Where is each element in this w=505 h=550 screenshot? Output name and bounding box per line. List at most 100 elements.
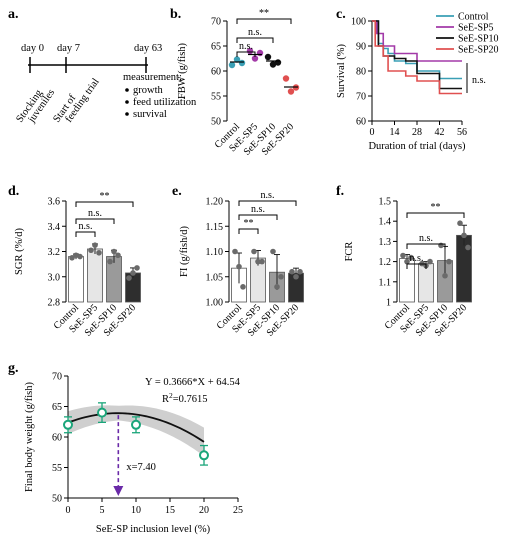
data-point (238, 59, 246, 67)
significance-label: n.s. (251, 204, 265, 215)
data-point (270, 248, 276, 255)
significance-label: ** (431, 202, 441, 213)
y-tick-label: 65 (211, 42, 221, 53)
significance-bracket (75, 218, 115, 224)
x-tick-label: 14 (390, 127, 400, 138)
data-point (255, 258, 261, 265)
data-point (246, 47, 254, 55)
significance-bracket (236, 18, 292, 24)
panel-label-e: e. (172, 184, 182, 199)
x-tick-label: 56 (457, 127, 467, 138)
data-point (457, 220, 463, 227)
data-point (77, 253, 83, 260)
panel-label-c: c. (336, 7, 346, 22)
significance-label: ** (259, 8, 269, 19)
data-point (130, 270, 136, 276)
legend-label: SeE-SP20 (458, 45, 499, 56)
significance-bracket (238, 228, 259, 234)
significance-label: n.s. (88, 208, 102, 219)
measurement-title: measurement: (123, 72, 182, 83)
significance-bracket (236, 37, 274, 43)
y-tick-label: 3.4 (48, 222, 61, 233)
y-tick-label: 70 (356, 92, 366, 103)
significance-label: n.s. (419, 233, 433, 244)
y-tick-label: 1.10 (206, 247, 224, 258)
data-point (88, 247, 94, 254)
significance-label: n.s. (248, 27, 262, 38)
panel-a: a. day 0 day 7 day 63 Stocking juveniles… (8, 7, 197, 126)
data-point (287, 88, 295, 95)
bar (418, 263, 434, 303)
data-point (289, 268, 295, 275)
chart-c: 60 70 80 90 100 0 14 28 42 56 Survival (%) Duration… (336, 12, 499, 153)
data-point (427, 258, 433, 265)
y-tick-label: 100 (351, 17, 366, 28)
y-tick-label: 1.4 (379, 217, 392, 228)
significance-bracket (406, 212, 465, 218)
y-tick-label: 60 (356, 117, 366, 128)
data-point (96, 249, 102, 256)
x-axis-label: SeE-SP inclusion level (%) (96, 524, 211, 535)
x-tick-label: 10 (131, 505, 141, 516)
y-tick-label: 70 (52, 372, 62, 383)
data-point (126, 275, 132, 281)
significance-bracket (406, 243, 446, 249)
data-point (274, 59, 282, 66)
panel-label-f: f. (336, 184, 344, 199)
y-tick-label: 3.0 (48, 272, 61, 283)
y-tick-label: 1.3 (379, 237, 392, 248)
chart-g: 50 55 60 65 70 0 5 10 15 20 25 Final body weight (g… (24, 372, 243, 536)
panel-label-d: d. (8, 184, 19, 199)
data-point (131, 419, 141, 430)
legend-label: Control (458, 12, 489, 23)
y-axis-label: FCR (344, 242, 355, 262)
data-point (264, 53, 272, 61)
bar (87, 248, 103, 303)
y-axis-label: Survival (%) (336, 44, 347, 98)
y-tick-label: 1.2 (379, 257, 392, 268)
x-axis-label: Duration of trial (days) (368, 141, 466, 152)
y-axis-label: Final body weight (g/fish) (24, 382, 35, 492)
day-label-63: day 63 (134, 43, 162, 54)
y-tick-label: 50 (211, 117, 221, 128)
x-tick-label: 5 (100, 505, 105, 516)
y-tick-label: 65 (52, 402, 62, 413)
optimum-label: x=7.40 (126, 462, 156, 473)
y-axis-label: FBW (g/fish) (177, 42, 188, 99)
y-tick-label: 1 (386, 298, 391, 309)
data-point (446, 258, 452, 265)
data-point (92, 242, 98, 248)
significance-bracket (236, 51, 256, 57)
bar (68, 256, 84, 303)
y-tick-label: 60 (52, 433, 62, 444)
data-point (134, 265, 140, 271)
x-tick-label: 0 (370, 127, 375, 138)
data-point (269, 61, 277, 68)
legend-label: SeE-SP5 (458, 23, 494, 34)
significance-label: n.s. (239, 41, 253, 52)
data-point (97, 407, 107, 418)
measurement-survival: survival (133, 109, 167, 120)
legend-label: SeE-SP10 (458, 34, 499, 45)
y-tick-label: 55 (211, 92, 221, 103)
panel-label-b: b. (170, 7, 181, 22)
data-point (259, 258, 265, 265)
day-label-0: day 0 (21, 43, 44, 54)
data-point (438, 242, 444, 249)
data-point (251, 248, 257, 255)
data-point (111, 248, 117, 255)
optimum-arrowhead (113, 486, 124, 496)
r-squared-label: R2=0.7615 (162, 391, 208, 405)
significance-bracket (406, 263, 427, 269)
data-point (278, 273, 284, 280)
y-tick-label: 55 (52, 463, 62, 474)
bullet-survival (125, 112, 129, 116)
x-tick-label: 20 (199, 505, 209, 516)
survival-line (372, 20, 462, 95)
y-tick-label: 80 (356, 67, 366, 78)
data-point (107, 258, 113, 265)
significance-label: ** (244, 218, 254, 229)
